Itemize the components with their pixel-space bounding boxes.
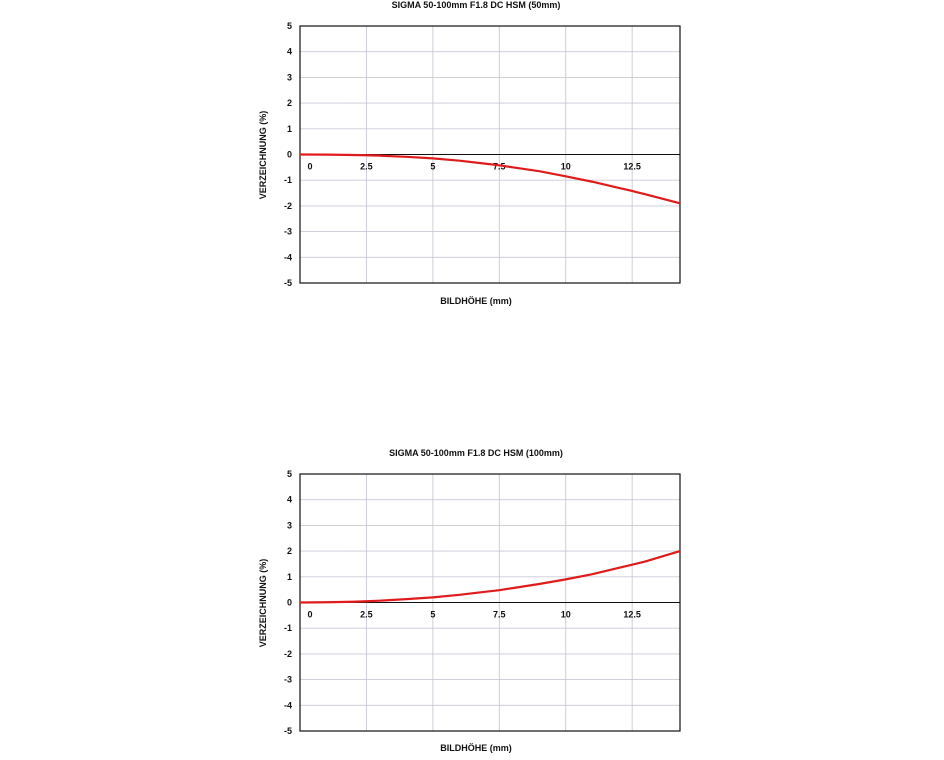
x-tick-label: 12.5 [623, 162, 641, 172]
y-tick-label: -5 [284, 278, 292, 288]
y-tick-label: 1 [287, 572, 292, 582]
y-tick-label: 0 [287, 598, 292, 608]
y-tick-label: 2 [287, 546, 292, 556]
y-tick-label: -3 [284, 227, 292, 237]
x-tick-label: 2.5 [360, 162, 373, 172]
y-tick-label: 5 [287, 21, 292, 31]
chart-title: SIGMA 50-100mm F1.8 DC HSM (100mm) [389, 448, 563, 458]
distortion-curve [299, 550, 681, 604]
x-axis-label: BILDHÖHE (mm) [440, 743, 512, 753]
x-tick-label: 10 [561, 610, 571, 620]
y-tick-label: -2 [284, 201, 292, 211]
x-tick-label: 0 [307, 610, 312, 620]
y-tick-label: -1 [284, 623, 292, 633]
x-tick-label: 2.5 [360, 610, 373, 620]
y-axis-label: VERZEICHNUNG (%) [258, 559, 268, 648]
x-tick-label: 7.5 [493, 162, 506, 172]
y-axis-label: VERZEICHNUNG (%) [258, 111, 268, 200]
x-tick-label: 5 [430, 162, 435, 172]
y-tick-label: 5 [287, 469, 292, 479]
y-tick-label: -1 [284, 175, 292, 185]
chart-100mm: SIGMA 50-100mm F1.8 DC HSM (100mm) VERZE… [258, 448, 681, 753]
chart-title: SIGMA 50-100mm F1.8 DC HSM (50mm) [392, 0, 561, 10]
y-tick-label: 4 [287, 495, 292, 505]
x-tick-label: 10 [561, 162, 571, 172]
y-tick-label: 3 [287, 72, 292, 82]
chart-50mm: SIGMA 50-100mm F1.8 DC HSM (50mm) VERZEI… [258, 0, 681, 306]
x-tick-label: 7.5 [493, 610, 506, 620]
y-tick-label: -3 [284, 675, 292, 685]
y-tick-label: 3 [287, 520, 292, 530]
y-tick-label: -4 [284, 700, 292, 710]
x-tick-label: 5 [430, 610, 435, 620]
y-tick-label: -2 [284, 649, 292, 659]
x-tick-label: 0 [307, 162, 312, 172]
x-axis-label: BILDHÖHE (mm) [440, 296, 512, 306]
y-tick-label: 2 [287, 98, 292, 108]
y-tick-label: 4 [287, 47, 292, 57]
x-tick-label: 12.5 [623, 610, 641, 620]
y-tick-label: -5 [284, 726, 292, 736]
y-tick-label: 1 [287, 124, 292, 134]
y-tick-label: -4 [284, 252, 292, 262]
y-tick-label: 0 [287, 150, 292, 160]
distortion-curve [299, 153, 681, 205]
